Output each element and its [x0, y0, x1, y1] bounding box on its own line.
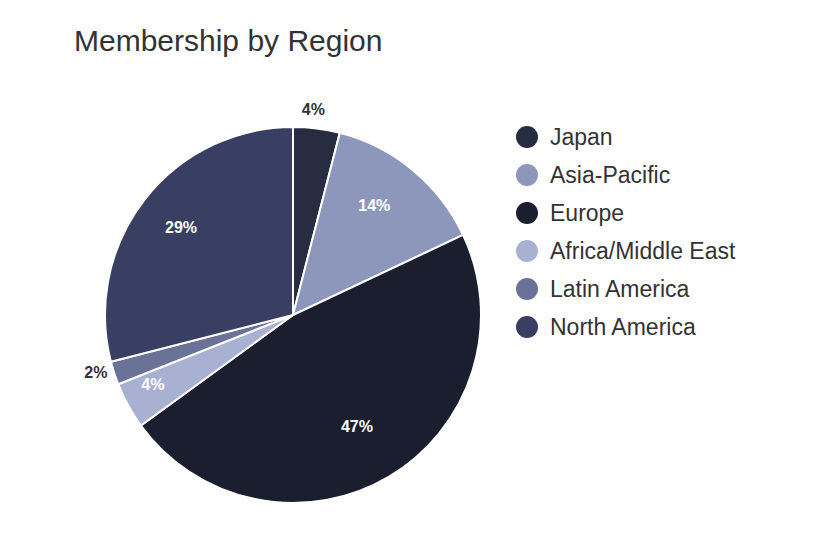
html-text:Latin America: Latin America [550, 275, 690, 302]
html-text:Japan: Japan [550, 123, 613, 150]
html-text:Membership by Region: Membership by Region [74, 24, 383, 57]
html-text:Europe: Europe [550, 199, 625, 226]
svg-text:4%: 4% [302, 101, 325, 118]
html-text:Africa/Middle East: Africa/Middle East [550, 237, 736, 264]
svg-text:29%: 29% [165, 219, 197, 236]
svg-text:14%: 14% [358, 197, 390, 214]
svg-text:4%: 4% [141, 376, 164, 393]
html-text:North America: North America [550, 313, 696, 340]
svg-text:47%: 47% [341, 418, 373, 435]
svg-text:2%: 2% [84, 364, 107, 381]
html-text:Asia-Pacific: Asia-Pacific [550, 161, 671, 188]
